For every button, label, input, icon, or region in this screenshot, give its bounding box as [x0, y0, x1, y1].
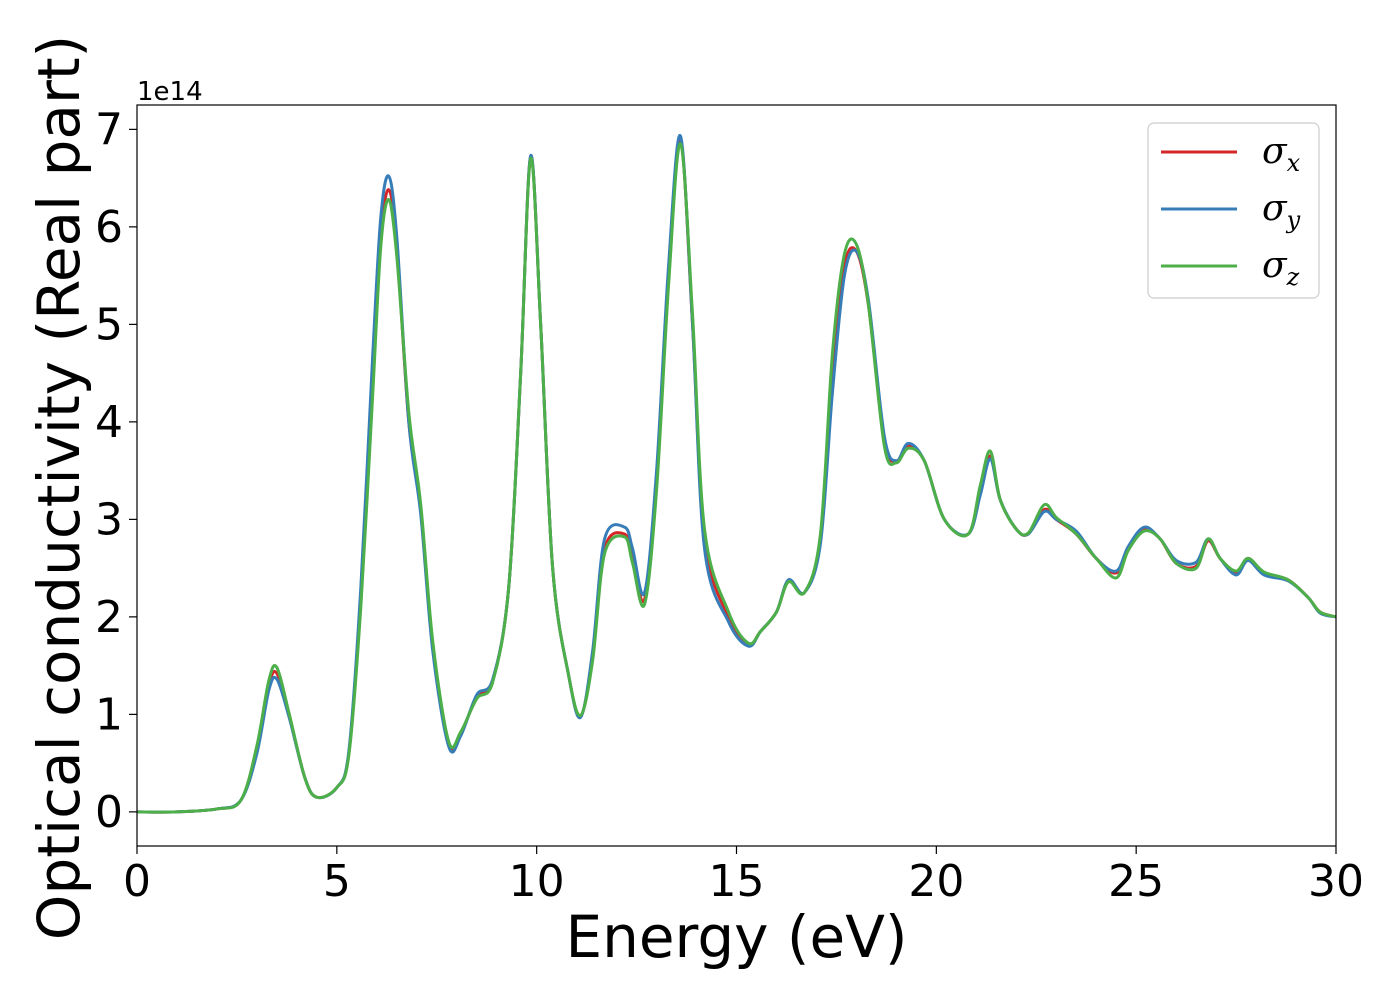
y-tick-label: 1: [95, 689, 123, 740]
y-tick-label: 3: [95, 494, 123, 545]
legend-label-x: σx: [1262, 131, 1301, 177]
legend-label-z: σz: [1262, 245, 1300, 291]
x-tick-label: 15: [709, 856, 765, 907]
y-tick-label: 2: [95, 592, 123, 643]
x-tick-label: 0: [123, 856, 151, 907]
x-axis: 0 5 10 15 20 25 30: [123, 846, 1364, 907]
x-tick-label: 10: [509, 856, 565, 907]
y-offset-label: 1e14: [137, 77, 203, 107]
y-axis: 0 1 2 3 4 5 6 7: [95, 104, 137, 838]
y-tick-label: 7: [95, 104, 123, 155]
y-tick-label: 0: [95, 787, 123, 838]
x-tick-label: 5: [323, 856, 351, 907]
x-tick-label: 20: [908, 856, 964, 907]
y-tick-label: 5: [95, 299, 123, 350]
y-tick-label: 4: [95, 397, 123, 448]
series-line-z: [136, 142, 1337, 814]
x-tick-label: 25: [1108, 856, 1164, 907]
legend: σx σy σz: [1147, 122, 1320, 299]
y-axis-label: Optical conductivity (Real part): [25, 35, 93, 940]
x-axis-label: Energy (eV): [565, 903, 907, 971]
legend-label-y: σy: [1262, 188, 1301, 234]
series-layer: [136, 134, 1337, 814]
y-tick-label: 6: [95, 202, 123, 253]
x-tick-label: 30: [1308, 856, 1364, 907]
